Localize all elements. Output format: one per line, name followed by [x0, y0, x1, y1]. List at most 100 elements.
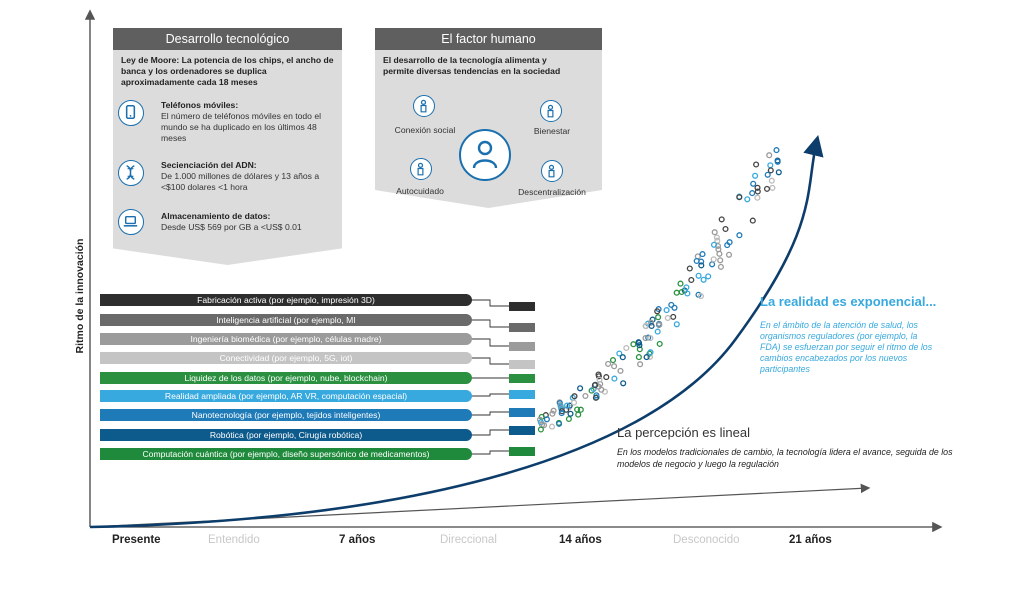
innovation-dot [591, 382, 598, 389]
innovation-dot [736, 194, 743, 201]
human-label-wellbeing: Bienestar [533, 126, 571, 136]
innovation-dot [565, 415, 572, 423]
x-label-understood: Entendido [208, 534, 260, 546]
innovation-dot [754, 194, 761, 201]
bar-connector-line [472, 299, 509, 307]
technology-bar: Computación cuántica (por ejemplo, diseñ… [100, 448, 472, 460]
innovation-dot [684, 290, 691, 297]
innovation-dot [577, 406, 584, 413]
innovation-dot [647, 335, 654, 342]
innovation-dot [558, 410, 565, 417]
innovation-dot [717, 263, 724, 270]
innovation-dot [654, 328, 661, 335]
innovation-dot [537, 426, 544, 433]
x-label-present: Presente [112, 534, 161, 546]
innovation-dot [744, 196, 751, 203]
innovation-dot [673, 321, 680, 328]
tech-item-1-text: El número de teléfonos móviles en todo e… [161, 111, 322, 143]
innovation-dot [754, 188, 761, 195]
person-icon-wellbeing [540, 100, 562, 122]
innovation-dot [643, 354, 650, 361]
innovation-dot [611, 375, 618, 382]
innovation-dot [630, 341, 637, 348]
dna-icon [118, 160, 144, 186]
innovation-dot [769, 184, 776, 191]
innovation-dot [570, 399, 578, 406]
innovation-dot [697, 293, 704, 300]
innovation-dot [656, 321, 663, 328]
innovation-dot [595, 373, 602, 380]
technology-bar: Inteligencia artificial (por ejemplo, MI [100, 314, 472, 326]
person-icon-social [413, 95, 435, 117]
innovation-dot [688, 276, 695, 284]
panel-tech [113, 28, 342, 265]
human-label-selfcare: Autocuidado [396, 186, 444, 196]
innovation-dot [718, 216, 725, 223]
innovation-dot [656, 340, 663, 347]
innovation-dot [575, 411, 582, 418]
tech-item-1-title: Teléfonos móviles: [161, 100, 239, 110]
technology-bar: Nanotecnología (por ejemplo, tejidos int… [100, 409, 472, 421]
innovation-dot [664, 314, 671, 322]
innovation-dot [623, 344, 630, 352]
innovation-dot [710, 241, 718, 248]
innovation-dot [753, 161, 760, 168]
innovation-dots [536, 147, 782, 433]
person-icon-selfcare [410, 158, 432, 180]
innovation-dot [686, 265, 693, 272]
tech-item-3-text: Desde US$ 569 por GB a <US$ 0.01 [161, 222, 302, 232]
bar-connector-line [472, 393, 509, 397]
innovation-dot [556, 420, 563, 427]
x-label-directional: Direccional [440, 534, 497, 546]
bar-connector-line [472, 319, 509, 328]
tech-item-2-text: De 1.000 millones de dólares y 13 años a… [161, 171, 320, 192]
innovation-dot [750, 180, 757, 187]
mobile-phone-icon [118, 100, 144, 126]
bar-connector-line [472, 429, 509, 436]
innovation-dot [655, 314, 662, 321]
innovation-dot [766, 152, 773, 159]
laptop-icon [118, 209, 144, 235]
innovation-dot [619, 354, 626, 361]
innovation-dot [635, 354, 642, 361]
innovation-dot [749, 217, 756, 224]
panel-tech-intro: Ley de Moore: La potencia de los chips, … [121, 55, 334, 87]
innovation-dot [722, 225, 729, 233]
panel-human-intro: El desarrollo de la tecnología alimenta … [383, 55, 561, 76]
innovation-dot [550, 407, 557, 414]
exponential-text: En el ámbito de la atención de salud, lo… [760, 320, 933, 374]
technology-bar: Liquidez de los datos (por ejemplo, nube… [100, 372, 472, 384]
bar-connectors [472, 299, 509, 455]
innovation-dot [605, 360, 612, 367]
innovation-dot [709, 261, 716, 268]
tech-item-2-title: Secienciación del ADN: [161, 160, 257, 170]
innovation-dot [693, 257, 700, 265]
innovation-dot [648, 322, 655, 330]
innovation-dot [654, 308, 661, 315]
x-label-7: 7 años [339, 534, 376, 546]
innovation-dot [616, 350, 623, 357]
innovation-dot [611, 363, 618, 370]
person-icon-decentral [541, 160, 563, 182]
innovation-dot [767, 162, 774, 169]
human-label-social: Conexión social [394, 125, 456, 135]
technology-bar: Conectividad (por ejemplo, 5G, iot) [100, 352, 472, 364]
innovation-dot [749, 190, 756, 197]
innovation-dot [705, 273, 712, 280]
innovation-dot [775, 169, 782, 176]
x-label-21: 21 años [789, 534, 832, 546]
innovation-dot [724, 242, 731, 249]
human-label-decentral: Descentralización [518, 187, 586, 197]
linear-text: En los modelos tradicionales de cambio, … [617, 447, 953, 469]
innovation-dot [647, 349, 654, 356]
x-label-14: 14 años [559, 534, 602, 546]
innovation-dot [549, 410, 556, 417]
innovation-dot [768, 177, 775, 184]
technology-bar-stub [509, 374, 535, 383]
innovation-dot [713, 234, 720, 241]
innovation-dot [754, 184, 761, 191]
innovation-dot [763, 185, 771, 192]
linear-title: La percepción es lineal [617, 425, 750, 440]
tech-item-3-title: Almacenamiento de datos: [161, 211, 271, 221]
innovation-dot [677, 280, 684, 287]
